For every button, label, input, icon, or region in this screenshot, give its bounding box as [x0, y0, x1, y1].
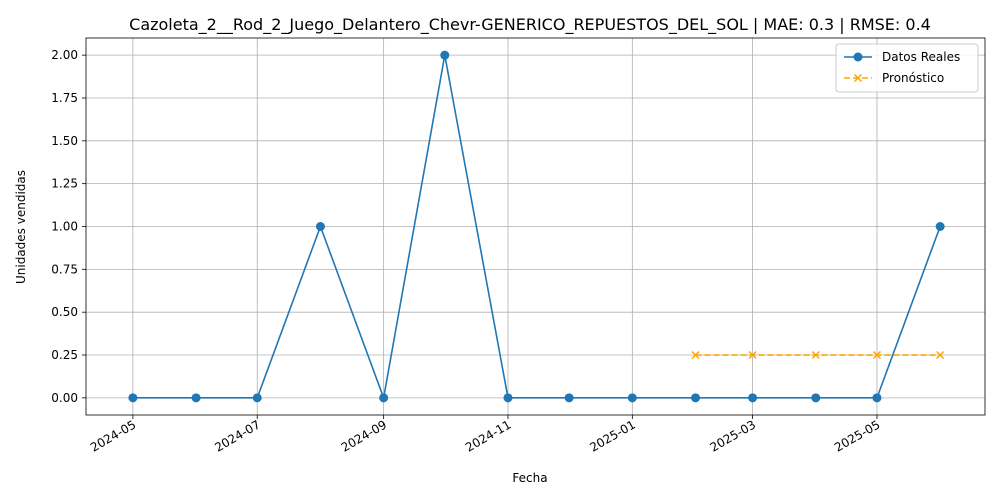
legend-marker — [853, 52, 863, 62]
y-tick-label: 1.50 — [51, 134, 78, 148]
x-marker-stroke — [872, 350, 881, 360]
y-tick-label: 0.75 — [51, 262, 78, 276]
forecast-point — [936, 350, 945, 360]
x-marker-stroke — [811, 350, 820, 360]
forecast-point — [872, 350, 881, 360]
series-line-0 — [132, 54, 941, 401]
forecast-point — [691, 350, 700, 360]
data-point — [252, 393, 262, 403]
x-marker-stroke — [936, 350, 945, 360]
x-tick-label: 2024-05 — [88, 417, 138, 454]
data-point — [191, 393, 201, 403]
x-tick-label: 2025-03 — [708, 417, 758, 454]
data-point — [627, 393, 637, 403]
data-point — [379, 393, 389, 403]
data-point — [440, 50, 450, 60]
data-point — [564, 393, 574, 403]
data-point — [503, 393, 513, 403]
y-tick-label: 0.50 — [51, 305, 78, 319]
y-tick-label: 0.25 — [51, 348, 78, 362]
chart-title: Cazoleta_2__Rod_2_Juego_Delantero_Chevr-… — [129, 15, 931, 35]
x-tick-label: 2024-11 — [463, 417, 513, 454]
x-tick-label: 2025-05 — [832, 417, 882, 454]
axes: 0.00 0.25 0.50 0.75 1.00 1.25 1.50 1.75 2.00 2024… — [51, 37, 986, 455]
data-point — [315, 222, 325, 231]
data-point — [811, 393, 821, 403]
legend-label: Datos Reales — [882, 50, 960, 64]
legend-box — [835, 43, 979, 93]
x-axis-label: Fecha — [512, 471, 547, 485]
data-point — [935, 222, 945, 231]
y-tick-label: 0.00 — [51, 391, 78, 405]
y-axis-label: Unidades vendidas — [14, 170, 28, 284]
legend-label: Pronóstico — [882, 71, 944, 85]
data-point — [748, 393, 758, 403]
y-tick-label: 2.00 — [51, 48, 78, 62]
legend-marker — [853, 73, 863, 83]
data-point — [128, 393, 138, 403]
data-point — [691, 393, 701, 403]
x-marker-stroke — [748, 350, 757, 360]
x-marker-stroke — [691, 350, 700, 360]
grid — [86, 38, 985, 415]
x-tick-label: 2024-07 — [212, 417, 262, 454]
x-tick-label: 2025-01 — [587, 417, 637, 454]
legend: Datos Reales Pronóstico — [835, 43, 979, 93]
y-tick-label: 1.75 — [51, 91, 78, 105]
forecast-point — [811, 350, 820, 360]
y-tick-label: 1.25 — [51, 177, 78, 191]
forecast-point — [748, 350, 757, 360]
data-point — [872, 393, 882, 403]
y-tick-label: 1.00 — [51, 220, 78, 234]
series-layer — [128, 50, 945, 403]
x-tick-label: 2024-09 — [339, 417, 389, 454]
